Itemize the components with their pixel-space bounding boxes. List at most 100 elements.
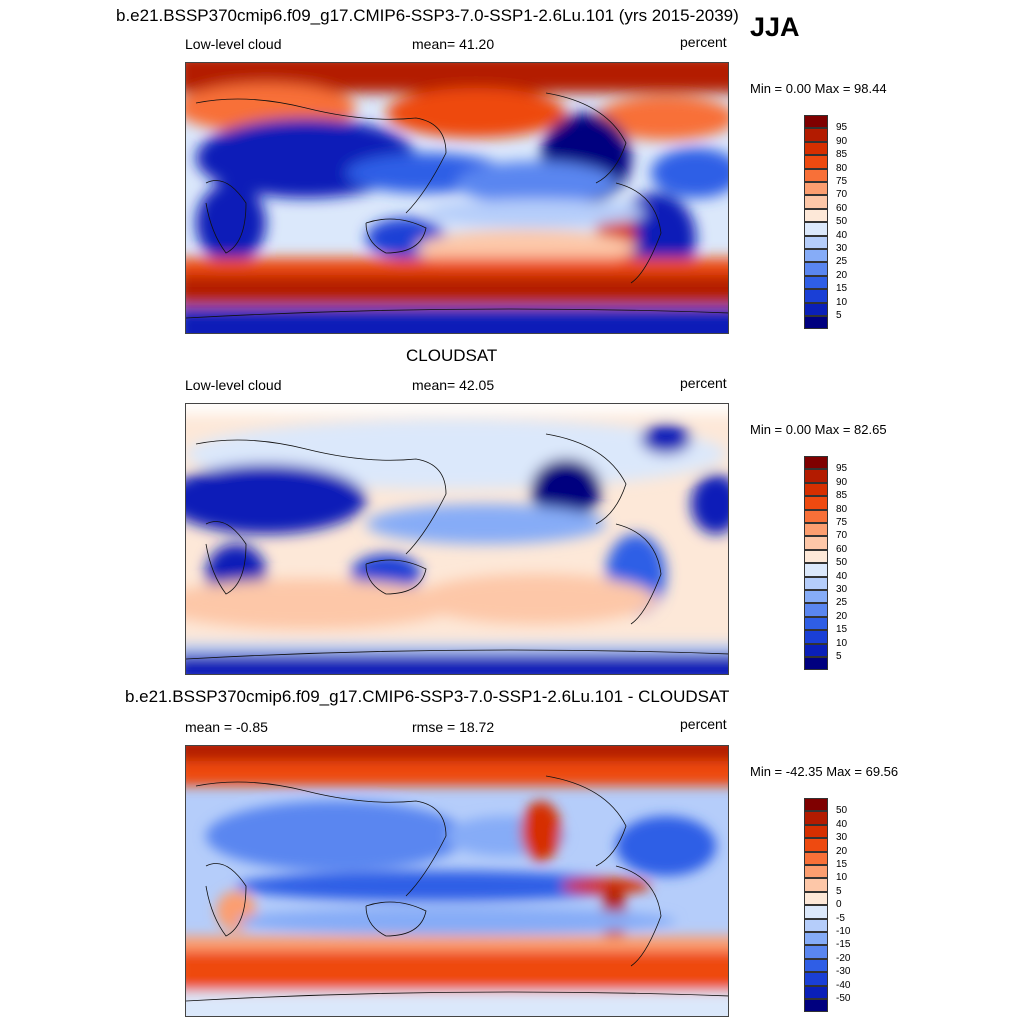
panel1-colorbar-tick-label: 10 xyxy=(836,296,848,308)
panel2-colorbar-swatch xyxy=(804,657,828,671)
panel2-colorbar-swatch xyxy=(804,523,828,537)
panel1-colorbar: 95 90 85 80 75 70 60 50 40 30 25 20 15 10 5 xyxy=(804,115,847,330)
panel2-colorbar-tick-label: 80 xyxy=(836,503,848,515)
panel3-colorbar-swatch xyxy=(804,891,828,906)
panel1-colorbar-swatch xyxy=(804,182,828,196)
panel1-colorbar-swatch xyxy=(804,249,828,263)
panel1-colorbar-swatch xyxy=(804,141,828,156)
panel1-colorbar-tick-label: 75 xyxy=(836,176,848,187)
panel3-colorbar-tick-label: 10 xyxy=(836,872,848,884)
panel3-map-field xyxy=(186,746,728,1016)
panel1-colorbar-swatch xyxy=(804,128,828,142)
panel2-units-label: percent xyxy=(680,375,727,391)
panel3-colorbar-swatch xyxy=(804,811,828,825)
panel2-mean-label: mean= 42.05 xyxy=(412,377,495,393)
panel2-colorbar-tick-label: 10 xyxy=(836,637,848,649)
panel1-map-field xyxy=(186,63,728,333)
panel1-colorbar-tick-label: 60 xyxy=(836,202,848,214)
panel2-colorbar-tick-label: 40 xyxy=(836,570,848,582)
panel3-title: b.e21.BSSP370cmip6.f09_g17.CMIP6-SSP3-7.… xyxy=(125,687,730,706)
panel1-title: b.e21.BSSP370cmip6.f09_g17.CMIP6-SSP3-7.… xyxy=(116,6,739,25)
panel2-colorbar-swatch xyxy=(804,509,828,523)
panel3-colorbar-swatch xyxy=(804,945,828,959)
panel2-map xyxy=(185,403,729,675)
panel1-map xyxy=(185,62,729,334)
panel3-minmax: Min = -42.35 Max = 69.56 xyxy=(750,764,899,779)
panel3-colorbar-tick-label: 15 xyxy=(836,859,848,870)
panel2-colorbar-swatch xyxy=(804,603,828,617)
panel1-colorbar-swatch xyxy=(804,275,828,290)
panel3-colorbar-swatch xyxy=(804,999,828,1013)
panel3-map xyxy=(185,745,729,1017)
panel2-colorbar-tick-label: 70 xyxy=(836,530,848,542)
panel3-rmse-label: rmse = 18.72 xyxy=(412,719,495,735)
panel2-colorbar-tick-label: 75 xyxy=(836,517,848,528)
panel1-colorbar-tick-label: 80 xyxy=(836,162,848,174)
panel3-colorbar-tick-label: -5 xyxy=(836,912,845,924)
panel3-colorbar-tick-label: -20 xyxy=(836,952,851,964)
panel3-colorbar-swatch xyxy=(804,905,828,919)
panel2-colorbar-tick-label: 50 xyxy=(836,557,848,569)
panel1-colorbar-swatch xyxy=(804,168,828,182)
panel2-colorbar-tick-label: 25 xyxy=(836,597,848,609)
panel2-colorbar-swatch xyxy=(804,630,828,644)
panel3-colorbar-swatch xyxy=(804,824,828,839)
panel3-colorbar-tick-label: -40 xyxy=(836,979,851,991)
panel1-colorbar-swatch xyxy=(804,289,828,303)
panel1-colorbar-tick-label: 50 xyxy=(836,216,848,228)
panel3-colorbar-tick-label: 20 xyxy=(836,845,848,857)
panel2-colorbar-swatch xyxy=(804,482,828,497)
panel2-colorbar-swatch xyxy=(804,549,828,564)
panel2-colorbar-tick-label: 60 xyxy=(836,543,848,555)
panel2-colorbar-tick-label: 15 xyxy=(836,624,848,636)
panel1-colorbar-tick-label: 30 xyxy=(836,243,848,254)
panel1-colorbar-tick-label: 15 xyxy=(836,283,848,295)
panel3-colorbar-tick-label: -15 xyxy=(836,939,851,951)
panel3-colorbar-swatch xyxy=(804,838,828,852)
panel2-colorbar-tick-label: 90 xyxy=(836,476,848,488)
panel3-colorbar-tick-label: 50 xyxy=(836,805,848,817)
panel3-colorbar: 50 40 30 20 15 10 5 0 -5 -10 -15 -20 -30 -40 -50 xyxy=(804,798,850,1013)
panel2-title: CLOUDSAT xyxy=(406,346,498,365)
panel1-colorbar-swatch xyxy=(804,235,828,249)
panel3-units-label: percent xyxy=(680,716,727,732)
panel3-colorbar-tick-label: -30 xyxy=(836,966,851,978)
panel2-colorbar-swatch xyxy=(804,590,828,604)
panel2-colorbar-tick-label: 95 xyxy=(836,463,848,475)
panel3-colorbar-swatch xyxy=(804,865,828,879)
panel3-colorbar-tick-label: -50 xyxy=(836,993,851,1004)
panel2-colorbar-swatch xyxy=(804,643,828,657)
panel1-colorbar-swatch xyxy=(804,262,828,276)
panel3-colorbar-tick-label: 40 xyxy=(836,818,848,830)
panel1-colorbar-swatch xyxy=(804,302,828,316)
panel2-colorbar-swatch xyxy=(804,496,828,510)
panel1-colorbar-swatch xyxy=(804,115,828,129)
panel3-colorbar-tick-label: 0 xyxy=(836,899,842,911)
panel1-colorbar-tick-label: 40 xyxy=(836,229,848,241)
panel2-colorbar-swatch xyxy=(804,469,828,483)
panel3-colorbar-swatch xyxy=(804,878,828,892)
panel1-colorbar-tick-label: 5 xyxy=(836,310,842,321)
panel1-colorbar-swatch xyxy=(804,208,828,223)
panel3-colorbar-tick-label: 30 xyxy=(836,832,848,844)
panel3-colorbar-swatch xyxy=(804,972,828,986)
panel1-colorbar-tick-label: 95 xyxy=(836,122,848,134)
panel3-colorbar-swatch xyxy=(804,932,828,946)
panel2-minmax: Min = 0.00 Max = 82.65 xyxy=(750,422,887,437)
panel2-colorbar-swatch xyxy=(804,536,828,550)
panel1-mean-label: mean= 41.20 xyxy=(412,36,495,52)
panel1-colorbar-swatch xyxy=(804,195,828,209)
panel2-colorbar: 95 90 85 80 75 70 60 50 40 30 25 20 15 10 5 xyxy=(804,456,847,671)
panel1-colorbar-tick-label: 70 xyxy=(836,189,848,201)
panel2-colorbar-swatch xyxy=(804,616,828,631)
panel2-map-field xyxy=(186,404,728,674)
panel1-colorbar-tick-label: 25 xyxy=(836,256,848,268)
panel2-colorbar-swatch xyxy=(804,576,828,590)
panel1-minmax: Min = 0.00 Max = 98.44 xyxy=(750,81,887,96)
panel3-colorbar-tick-label: 5 xyxy=(836,885,842,897)
panel3-colorbar-tick-label: -10 xyxy=(836,926,851,937)
panel2-colorbar-tick-label: 85 xyxy=(836,490,848,502)
panel1-colorbar-tick-label: 20 xyxy=(836,269,848,281)
panel1-variable-label: Low-level cloud xyxy=(185,36,282,52)
season-label: JJA xyxy=(750,12,800,42)
